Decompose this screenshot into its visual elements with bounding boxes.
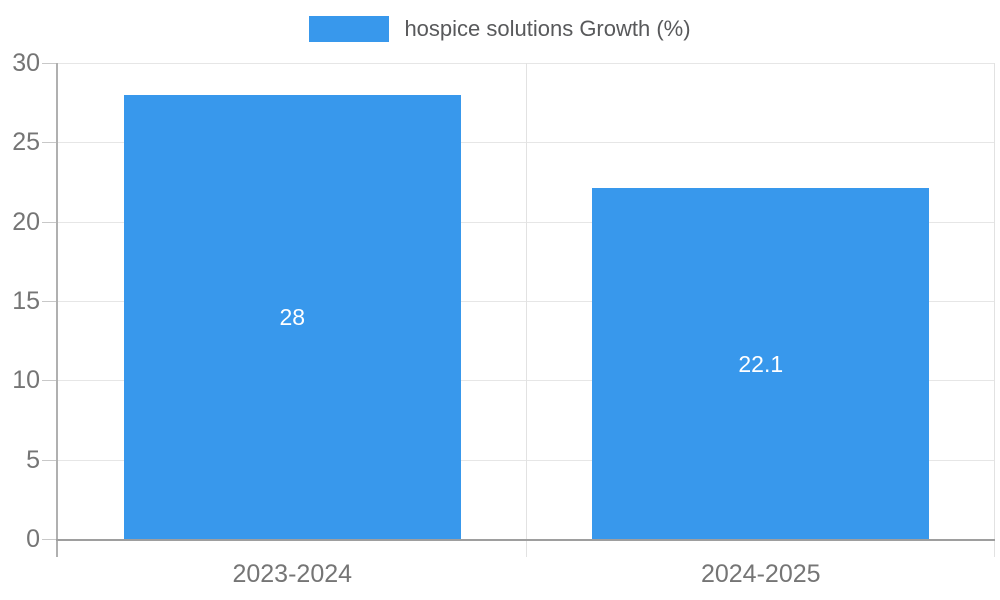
v-gridline xyxy=(525,63,527,557)
x-axis-category-label: 2023-2024 xyxy=(232,560,353,588)
legend-swatch xyxy=(309,16,390,42)
v-gridline xyxy=(994,63,995,557)
y-gridline xyxy=(58,459,995,461)
y-axis-tick-label: 15 xyxy=(12,287,40,315)
y-gridline xyxy=(58,142,995,144)
y-axis-tick-label: 30 xyxy=(12,49,40,77)
y-axis-tick xyxy=(42,142,58,144)
y-gridline xyxy=(58,221,995,223)
y-axis-tick xyxy=(42,459,58,461)
legend-label: hospice solutions Growth (%) xyxy=(404,16,691,41)
y-axis-tick xyxy=(42,301,58,302)
y-axis-tick xyxy=(42,539,58,540)
y-axis-tick xyxy=(42,221,58,223)
bar-value-label: 28 xyxy=(279,303,306,330)
x-axis-category-label: 2024-2025 xyxy=(700,560,821,588)
bar-value-label: 22.1 xyxy=(738,350,784,377)
y-axis-tick-label: 0 xyxy=(26,525,40,553)
y-gridline xyxy=(58,63,995,64)
y-axis-tick-label: 10 xyxy=(12,366,40,395)
y-axis-tick-label: 25 xyxy=(12,128,40,157)
y-axis-tick xyxy=(42,380,58,382)
x-axis-line xyxy=(56,539,995,541)
y-axis-tick-label: 5 xyxy=(26,445,40,474)
y-axis-line xyxy=(56,63,58,557)
legend: hospice solutions Growth (%) xyxy=(0,16,1000,42)
y-gridline xyxy=(58,301,995,302)
y-axis-tick-label: 20 xyxy=(12,207,40,236)
bar xyxy=(123,94,461,539)
y-gridline xyxy=(58,380,995,382)
y-axis-tick xyxy=(42,63,58,64)
bar xyxy=(592,188,930,539)
